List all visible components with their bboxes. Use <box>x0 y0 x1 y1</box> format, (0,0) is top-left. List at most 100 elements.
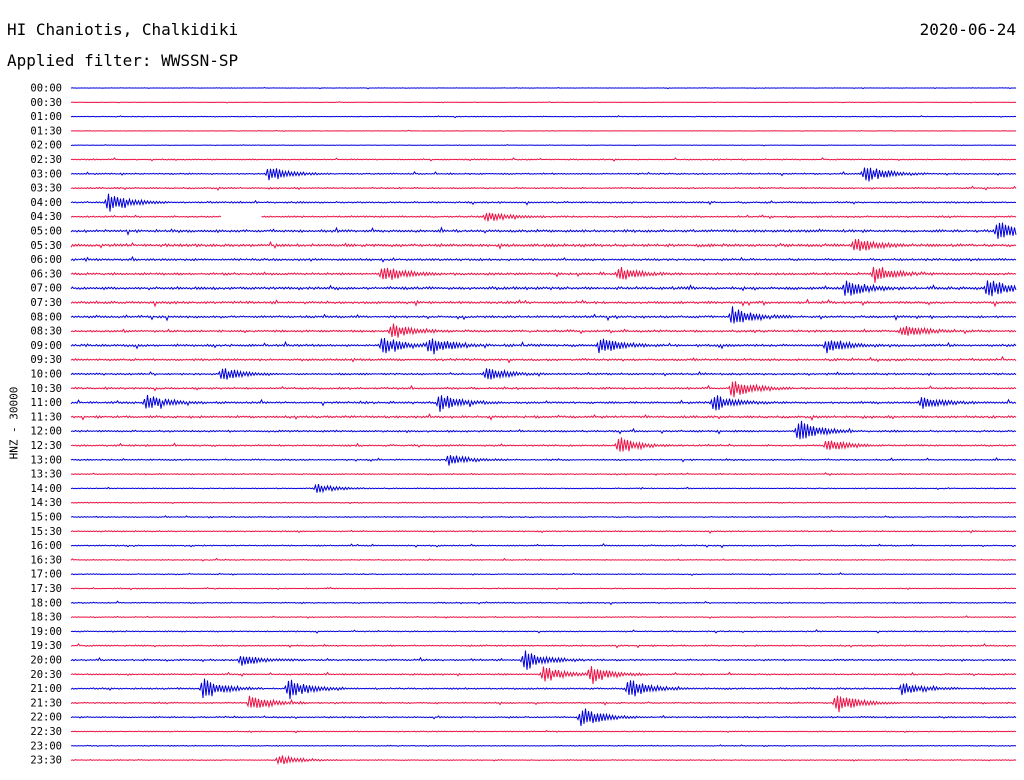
time-tick-label: 04:00 <box>30 197 62 209</box>
time-tick-label: 06:30 <box>30 268 62 280</box>
time-tick-label: 18:30 <box>30 612 62 624</box>
time-tick-label: 11:00 <box>30 397 62 409</box>
time-tick-label: 17:30 <box>30 583 62 595</box>
trace-line-2330 <box>70 755 1017 766</box>
time-tick-label: 15:30 <box>30 526 62 538</box>
trace-line-0930 <box>70 355 1017 364</box>
trace-line-0230 <box>70 157 1017 162</box>
time-tick-label: 09:00 <box>30 340 62 352</box>
time-tick-label: 18:00 <box>30 597 62 609</box>
time-tick-label: 07:30 <box>30 297 62 309</box>
time-tick-label: 22:30 <box>30 726 62 738</box>
trace-line-0800 <box>70 306 1017 324</box>
trace-line-1900 <box>70 629 1017 634</box>
time-tick-label: 09:30 <box>30 354 62 366</box>
time-tick-label: 11:30 <box>30 411 62 423</box>
trace-line-0900 <box>70 337 1017 355</box>
trace-line-1600 <box>70 542 1017 549</box>
trace-line-1000 <box>70 368 1017 380</box>
time-tick-label: 06:00 <box>30 254 62 266</box>
trace-line-2030 <box>70 666 1017 685</box>
time-tick-label: 01:00 <box>30 111 62 123</box>
trace-line-2100 <box>70 678 1017 700</box>
time-tick-label: 14:30 <box>30 497 62 509</box>
time-tick-label: 10:30 <box>30 383 62 395</box>
trace-line-1500 <box>70 515 1017 519</box>
time-tick-label: 00:00 <box>30 83 62 95</box>
time-tick-label: 12:00 <box>30 426 62 438</box>
trace-line-1030 <box>70 381 1017 398</box>
trace-line-0430 <box>70 212 1017 222</box>
time-tick-label: 13:00 <box>30 454 62 466</box>
time-tick-label: 02:00 <box>30 140 62 152</box>
time-tick-label: 10:00 <box>30 369 62 381</box>
trace-line-1730 <box>70 586 1017 591</box>
trace-line-1100 <box>70 394 1017 412</box>
trace-line-1530 <box>70 529 1017 534</box>
trace-line-1800 <box>70 600 1017 606</box>
filter-label: Applied filter: WWSSN-SP <box>7 51 239 70</box>
time-tick-label: 03:30 <box>30 183 62 195</box>
trace-line-0130 <box>70 129 1017 132</box>
station-title: HI Chaniotis, Chalkidiki <box>7 20 239 39</box>
trace-line-0400 <box>70 193 1017 212</box>
trace-line-0300 <box>70 167 1017 182</box>
trace-line-1200 <box>70 420 1017 440</box>
trace-line-1230 <box>70 437 1017 452</box>
trace-line-0530 <box>70 238 1017 252</box>
time-tick-label: 05:30 <box>30 240 62 252</box>
trace-line-0500 <box>70 222 1017 239</box>
trace-line-1700 <box>70 572 1017 577</box>
time-tick-label: 12:30 <box>30 440 62 452</box>
trace-line-0000 <box>70 87 1017 90</box>
trace-line-2230 <box>70 729 1017 734</box>
trace-line-1430 <box>70 501 1017 505</box>
time-tick-label: 05:00 <box>30 226 62 238</box>
trace-line-1330 <box>70 472 1017 476</box>
time-tick-label: 13:30 <box>30 469 62 481</box>
time-tick-label: 00:30 <box>30 97 62 109</box>
trace-line-0700 <box>70 280 1017 297</box>
time-tick-label: 21:30 <box>30 697 62 709</box>
trace-line-0630 <box>70 267 1017 283</box>
trace-line-0200 <box>70 144 1017 147</box>
time-tick-label: 22:00 <box>30 712 62 724</box>
date-label: 2020-06-24 <box>919 20 1016 39</box>
time-tick-label: 08:00 <box>30 311 62 323</box>
trace-line-1130 <box>70 413 1017 421</box>
trace-line-0830 <box>70 323 1017 338</box>
trace-line-1930 <box>70 642 1017 649</box>
time-tick-label: 14:00 <box>30 483 62 495</box>
trace-line-1300 <box>70 455 1017 466</box>
time-tick-label: 07:00 <box>30 283 62 295</box>
trace-line-0030 <box>70 101 1017 104</box>
time-tick-label: 08:30 <box>30 326 62 338</box>
trace-line-0330 <box>70 185 1017 191</box>
trace-line-2300 <box>70 744 1017 748</box>
trace-line-2130 <box>70 695 1017 713</box>
time-tick-label: 02:30 <box>30 154 62 166</box>
trace-line-0730 <box>70 298 1017 308</box>
time-tick-label: 23:30 <box>30 755 62 767</box>
time-tick-label: 20:30 <box>30 669 62 681</box>
time-tick-label: 16:00 <box>30 540 62 552</box>
trace-line-2000 <box>70 650 1017 670</box>
trace-line-2200 <box>70 708 1017 727</box>
trace-line-1630 <box>70 557 1017 562</box>
time-tick-label: 03:00 <box>30 168 62 180</box>
time-tick-label: 19:00 <box>30 626 62 638</box>
trace-line-0100 <box>70 115 1017 119</box>
time-tick-label: 19:30 <box>30 640 62 652</box>
time-tick-label: 15:00 <box>30 512 62 524</box>
time-tick-label: 21:00 <box>30 683 62 695</box>
trace-line-1400 <box>70 483 1017 494</box>
time-tick-label: 16:30 <box>30 554 62 566</box>
time-tick-label: 23:00 <box>30 740 62 752</box>
time-tick-label: 01:30 <box>30 125 62 137</box>
time-tick-label: 20:00 <box>30 655 62 667</box>
trace-line-1830 <box>70 615 1017 619</box>
time-tick-label: 17:00 <box>30 569 62 581</box>
time-tick-label: 04:30 <box>30 211 62 223</box>
trace-line-0600 <box>70 255 1017 263</box>
